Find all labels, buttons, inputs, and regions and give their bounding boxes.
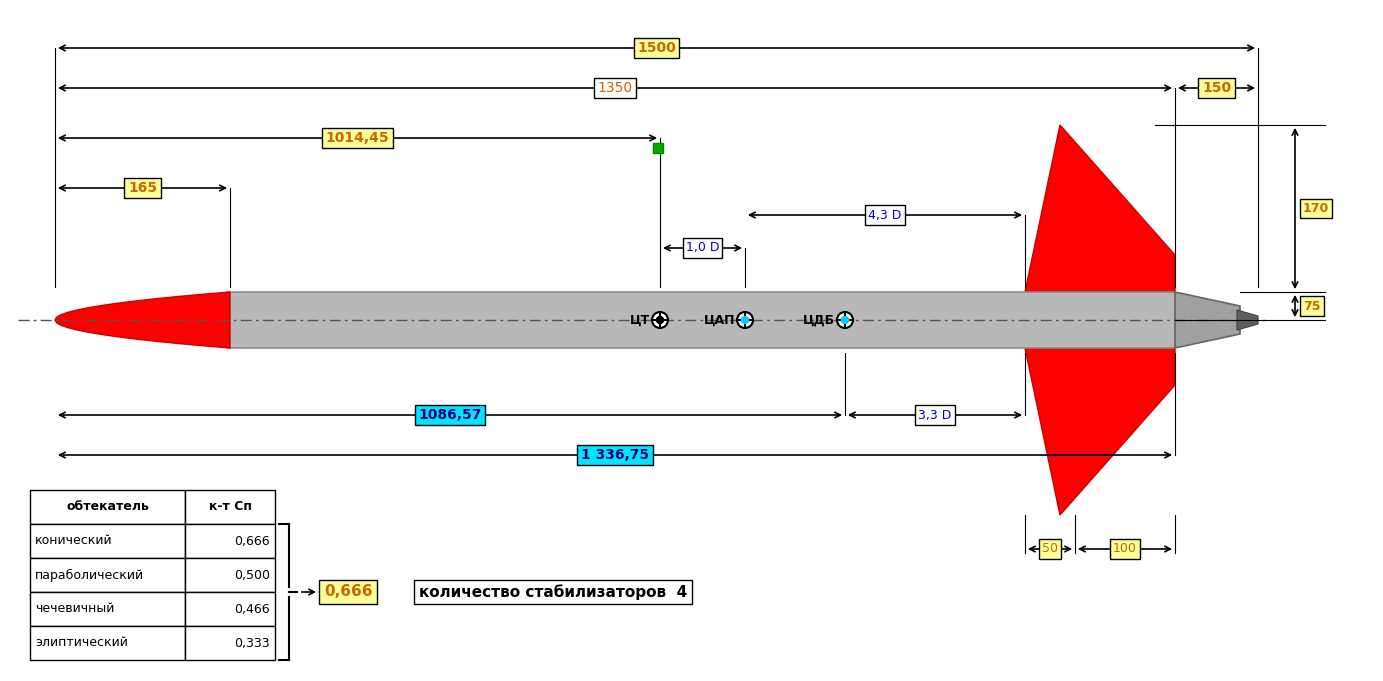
- Text: 0,500: 0,500: [234, 569, 270, 582]
- FancyBboxPatch shape: [30, 626, 185, 660]
- Text: 0,666: 0,666: [234, 535, 270, 548]
- Text: ЦТ: ЦТ: [629, 313, 650, 326]
- Text: 0,466: 0,466: [234, 603, 270, 616]
- Text: 75: 75: [1303, 300, 1321, 313]
- Text: чечевичный: чечевичный: [35, 603, 115, 616]
- Polygon shape: [55, 292, 230, 348]
- Text: 0,333: 0,333: [234, 637, 270, 650]
- Circle shape: [837, 312, 853, 328]
- Text: 3,3 D: 3,3 D: [918, 409, 952, 422]
- Text: 165: 165: [129, 181, 158, 195]
- Text: 1500: 1500: [638, 41, 676, 55]
- FancyBboxPatch shape: [30, 524, 185, 558]
- Polygon shape: [1176, 292, 1241, 348]
- FancyBboxPatch shape: [185, 490, 275, 524]
- Text: параболический: параболический: [35, 569, 144, 582]
- FancyBboxPatch shape: [185, 626, 275, 660]
- Text: 1,0 D: 1,0 D: [686, 242, 719, 255]
- Text: обтекатель: обтекатель: [66, 501, 149, 513]
- Text: 150: 150: [1202, 81, 1231, 95]
- Text: к-т Сп: к-т Сп: [209, 501, 252, 513]
- Circle shape: [841, 317, 849, 323]
- Text: 1086,57: 1086,57: [418, 408, 481, 422]
- Text: 1014,45: 1014,45: [325, 131, 389, 145]
- Text: количество стабилизаторов  4: количество стабилизаторов 4: [419, 584, 687, 600]
- FancyBboxPatch shape: [185, 558, 275, 592]
- Text: ЦДБ: ЦДБ: [804, 313, 835, 326]
- FancyBboxPatch shape: [30, 490, 185, 524]
- Text: 1 336,75: 1 336,75: [581, 448, 649, 462]
- Polygon shape: [1236, 310, 1259, 330]
- FancyBboxPatch shape: [185, 592, 275, 626]
- Text: элиптический: элиптический: [35, 637, 127, 650]
- Polygon shape: [1025, 125, 1176, 292]
- Text: 170: 170: [1303, 202, 1329, 215]
- Text: 1350: 1350: [597, 81, 632, 95]
- Text: ЦАП: ЦАП: [704, 313, 734, 326]
- Text: 0,666: 0,666: [324, 584, 372, 599]
- Text: конический: конический: [35, 535, 112, 548]
- Text: 100: 100: [1113, 543, 1137, 556]
- Polygon shape: [1025, 348, 1176, 515]
- Text: 4,3 D: 4,3 D: [869, 208, 902, 221]
- Circle shape: [657, 317, 664, 323]
- FancyBboxPatch shape: [30, 558, 185, 592]
- FancyBboxPatch shape: [185, 524, 275, 558]
- FancyBboxPatch shape: [653, 143, 662, 153]
- Text: 50: 50: [1041, 543, 1058, 556]
- Circle shape: [737, 312, 752, 328]
- Polygon shape: [228, 292, 1176, 348]
- Circle shape: [651, 312, 668, 328]
- Circle shape: [741, 317, 748, 323]
- FancyBboxPatch shape: [30, 592, 185, 626]
